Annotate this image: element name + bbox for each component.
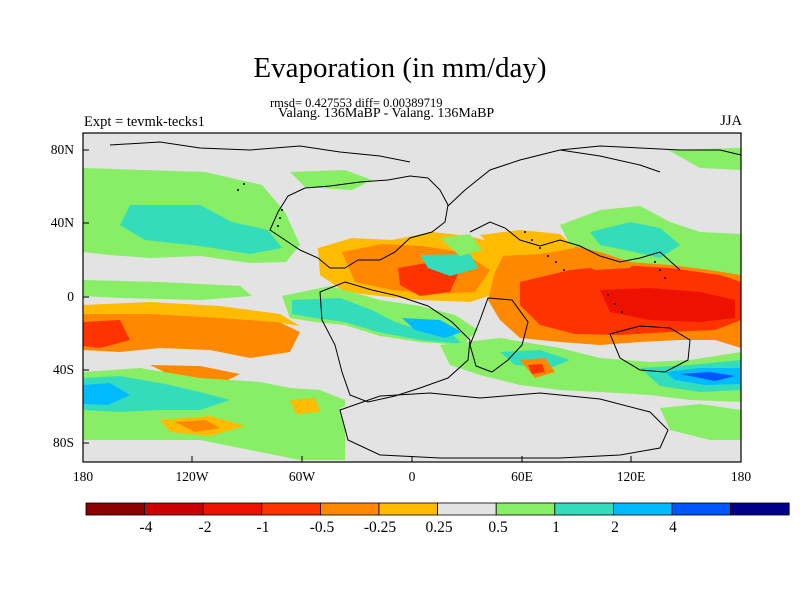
colorbar-label: -0.25 xyxy=(363,519,397,536)
colorbar-box xyxy=(378,502,438,516)
lon-tick-label: 60W xyxy=(288,469,316,484)
field-patch xyxy=(480,230,575,256)
map-title: Evaporation (in mm/day) xyxy=(253,52,547,84)
coastline-eurasia-south xyxy=(469,221,681,271)
field-patch xyxy=(83,376,230,412)
lon-tick-label: 60E xyxy=(511,469,533,484)
colorbar-box xyxy=(85,502,145,516)
colorbar-box xyxy=(261,502,321,516)
field-patch xyxy=(292,298,462,344)
colorbar-label: 0.25 xyxy=(425,519,453,536)
colorbar-box xyxy=(613,502,673,516)
coastline-antarctica xyxy=(339,392,669,459)
lat-tick-label: 0 xyxy=(67,289,74,304)
colorbar-box xyxy=(730,502,790,516)
coastline-south-america xyxy=(319,281,471,403)
colorbar-label: 2 xyxy=(611,519,619,536)
season-label: JJA xyxy=(720,113,742,129)
field-patch xyxy=(290,398,320,414)
colorbar-label: -1 xyxy=(256,519,270,536)
colorbar-box xyxy=(671,502,731,516)
field-patch xyxy=(402,318,462,338)
island-arcs xyxy=(237,183,666,313)
field-patch xyxy=(590,222,680,258)
coastline-australia xyxy=(609,325,691,373)
field-patch xyxy=(528,364,545,374)
colorbar-box xyxy=(144,502,204,516)
field-patch xyxy=(83,308,300,358)
colorbar xyxy=(85,502,790,516)
land-antarctica xyxy=(340,392,668,458)
field-patch xyxy=(83,302,300,326)
lat-tick-label: 40S xyxy=(52,362,74,377)
lon-tick-label: 180 xyxy=(72,469,94,484)
coastlines xyxy=(109,141,742,459)
field-patch xyxy=(668,148,741,170)
coastline-eurasia xyxy=(447,145,742,207)
field-patch xyxy=(83,383,130,405)
lat-tick-label: 80S xyxy=(52,435,74,450)
colorbar-label: -4 xyxy=(139,519,153,536)
field-patch xyxy=(83,320,130,348)
experiments-subtitle: Valang. 136MaBP - Valang. 136MaBP xyxy=(278,106,495,121)
field-patch xyxy=(600,288,735,322)
colorbar-box xyxy=(202,502,263,516)
lon-tick-label: 180 xyxy=(730,469,752,484)
stats-subtitle: rmsd= 0.427553 diff= 0.00389719 xyxy=(270,96,443,110)
field-patch xyxy=(420,254,478,276)
lon-tick-label: 0 xyxy=(408,469,416,484)
coastline-arctic-east xyxy=(559,149,661,173)
field-patch xyxy=(440,234,482,256)
field-patch xyxy=(83,280,252,300)
coastline-north-america xyxy=(269,175,449,269)
field-patch xyxy=(175,420,220,432)
lat-tick-label: 40N xyxy=(50,215,74,230)
axis-ticks xyxy=(83,149,632,462)
field-patch xyxy=(120,205,282,254)
colorbar-box xyxy=(437,502,497,516)
coastline-africa xyxy=(469,297,529,373)
coastline-arctic xyxy=(109,141,411,163)
lon-tick-label: 120W xyxy=(175,469,209,484)
colorbar-box xyxy=(495,502,556,516)
experiment-label: Expt = tevmk-tecks1 xyxy=(84,114,205,130)
colorbar-label: 1 xyxy=(552,519,560,536)
colorbar-label: 0.5 xyxy=(488,519,508,536)
colorbar-label: -0.5 xyxy=(309,519,335,536)
lon-tick-label: 120E xyxy=(616,469,646,484)
field-patch xyxy=(680,372,735,381)
colorbar-box xyxy=(319,502,380,516)
field-patch xyxy=(660,404,741,440)
colorbar-box xyxy=(554,502,614,516)
colorbar-label: 4 xyxy=(669,519,677,536)
colorbar-label: -2 xyxy=(198,519,212,536)
lat-tick-label: 80N xyxy=(50,142,74,157)
field-patch xyxy=(290,170,372,190)
evaporation-field xyxy=(83,133,741,462)
